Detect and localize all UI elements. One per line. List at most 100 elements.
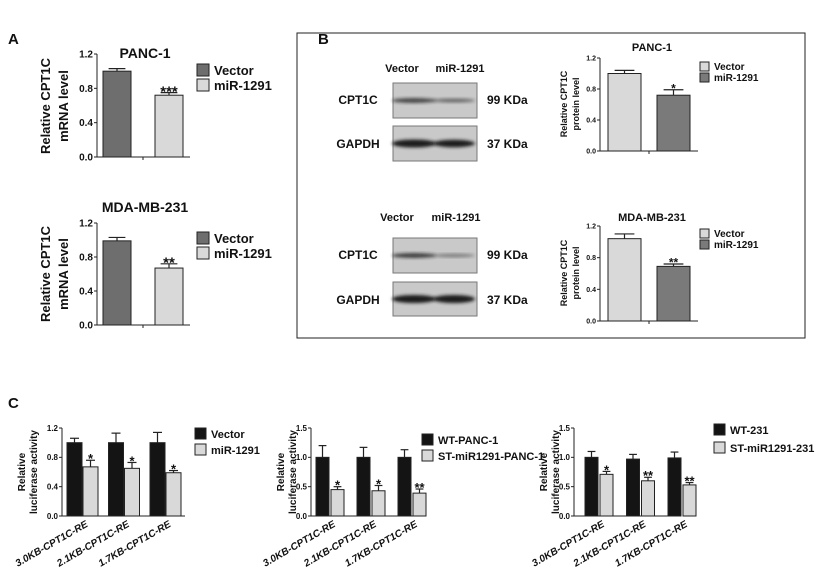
legend-swatch xyxy=(699,228,710,239)
legend-label: WT-231 xyxy=(730,425,769,437)
bar xyxy=(412,492,427,517)
chart-a1: PANC-1 Relative CPT1C mRNA level 0.0 0.4 0.8 1… xyxy=(38,45,272,164)
panel-label-c: C xyxy=(8,395,19,412)
y-tick-label: 0.4 xyxy=(79,118,93,129)
bar xyxy=(584,456,599,517)
molecular-weight: 37 KDa xyxy=(487,137,528,151)
y-tick-label: 0.5 xyxy=(559,482,571,491)
y-axis-label: protein level xyxy=(571,246,581,299)
protein-label: CPT1C xyxy=(338,248,378,262)
legend-label: miR-1291 xyxy=(214,246,272,261)
y-tick-label: 1.2 xyxy=(47,424,59,433)
legend-label: ST-miR1291-231 xyxy=(730,443,814,455)
protein-band xyxy=(433,253,475,258)
bar xyxy=(102,240,132,326)
y-tick-label: 0.4 xyxy=(79,287,93,298)
bar xyxy=(315,456,330,517)
bar xyxy=(165,472,182,517)
protein-band xyxy=(392,253,436,258)
y-tick-label: 0.4 xyxy=(47,482,59,491)
significance-marker: * xyxy=(171,461,177,476)
bar xyxy=(66,442,83,517)
x-tick-label: 3.0KB-CPT1C-RE xyxy=(14,519,91,570)
legend-swatch xyxy=(699,239,710,250)
protein-label: GAPDH xyxy=(336,137,379,151)
y-axis-label: mRNA level xyxy=(56,70,71,142)
legend-swatch xyxy=(699,61,710,72)
lane-label: Vector xyxy=(385,63,419,75)
legend-swatch xyxy=(196,78,210,92)
bar xyxy=(599,473,614,517)
significance-marker: ** xyxy=(414,480,425,495)
x-tick-label: 1.7KB-CPT1C-RE xyxy=(343,519,420,570)
y-tick-label: 1.2 xyxy=(79,219,93,230)
protein-label: CPT1C xyxy=(338,93,378,107)
legend-label: Vector xyxy=(211,429,245,441)
y-tick-label: 1.2 xyxy=(586,223,596,230)
y-axis-label: luciferase activity xyxy=(288,430,299,514)
y-tick-label: 0.4 xyxy=(586,287,596,294)
y-axis-label: protein level xyxy=(571,77,581,130)
legend-label: ST-miR1291-PANC-1 xyxy=(438,451,544,463)
legend-swatch xyxy=(196,231,210,245)
bar xyxy=(607,73,642,152)
bar xyxy=(149,442,166,517)
y-tick-label: 0.0 xyxy=(79,153,93,164)
legend-swatch xyxy=(196,63,210,77)
western-blot: Vector miR-1291 CPT1C 99 KDa GAPDH 37 KDa xyxy=(336,63,528,162)
protein-band xyxy=(392,98,436,103)
legend-swatch xyxy=(194,443,207,456)
legend-label: miR-1291 xyxy=(214,78,272,93)
lane-label: Vector xyxy=(380,212,414,224)
y-tick-label: 0.4 xyxy=(586,117,596,124)
y-axis-label: Relative xyxy=(539,452,550,491)
legend-swatch xyxy=(196,246,210,260)
y-tick-label: 0.0 xyxy=(586,148,596,155)
legend-swatch xyxy=(713,423,726,436)
panel-label-a: A xyxy=(8,31,19,48)
x-tick-label: 3.0KB-CPT1C-RE xyxy=(261,519,338,570)
bar xyxy=(656,94,691,152)
bar xyxy=(82,466,99,517)
legend-label: WT-PANC-1 xyxy=(438,435,498,447)
chart-title: MDA-MB-231 xyxy=(618,212,686,224)
significance-marker: * xyxy=(604,462,610,477)
y-tick-label: 0.0 xyxy=(296,512,308,521)
bar xyxy=(626,458,640,517)
significance-marker: ** xyxy=(643,468,654,483)
molecular-weight: 99 KDa xyxy=(487,93,528,107)
legend-label: Vector xyxy=(714,62,745,73)
y-tick-label: 1.2 xyxy=(586,55,596,62)
legend-swatch xyxy=(713,441,726,454)
x-tick-label: 1.7KB-CPT1C-RE xyxy=(97,519,174,570)
significance-marker: ** xyxy=(669,256,679,270)
significance-marker: * xyxy=(335,478,341,493)
bar xyxy=(641,480,655,517)
y-tick-label: 0.5 xyxy=(296,482,308,491)
significance-marker: * xyxy=(671,81,676,95)
x-tick-label: 1.7KB-CPT1C-RE xyxy=(613,519,690,570)
significance-marker: * xyxy=(376,476,382,491)
panel-b-frame xyxy=(296,32,806,339)
bar xyxy=(124,467,140,517)
protein-band xyxy=(392,139,436,148)
western-blot: Vector miR-1291 CPT1C 99 KDa GAPDH 37 KDa xyxy=(336,212,528,317)
significance-marker: ** xyxy=(163,255,175,272)
significance-marker: *** xyxy=(160,83,178,100)
y-axis-label: Relative CPT1C xyxy=(38,57,53,154)
legend-swatch xyxy=(699,72,710,83)
significance-marker: * xyxy=(88,451,94,466)
y-axis-label: luciferase activity xyxy=(551,430,562,514)
y-axis-label: luciferase activity xyxy=(29,430,40,514)
y-tick-label: 0.0 xyxy=(79,321,93,332)
protein-band xyxy=(392,295,436,303)
y-axis-label: Relative CPT1C xyxy=(38,225,53,322)
legend-label: miR-1291 xyxy=(714,240,759,251)
molecular-weight: 99 KDa xyxy=(487,248,528,262)
y-tick-label: 0.8 xyxy=(79,253,93,264)
bar xyxy=(102,70,132,158)
y-tick-label: 1.5 xyxy=(296,424,308,433)
